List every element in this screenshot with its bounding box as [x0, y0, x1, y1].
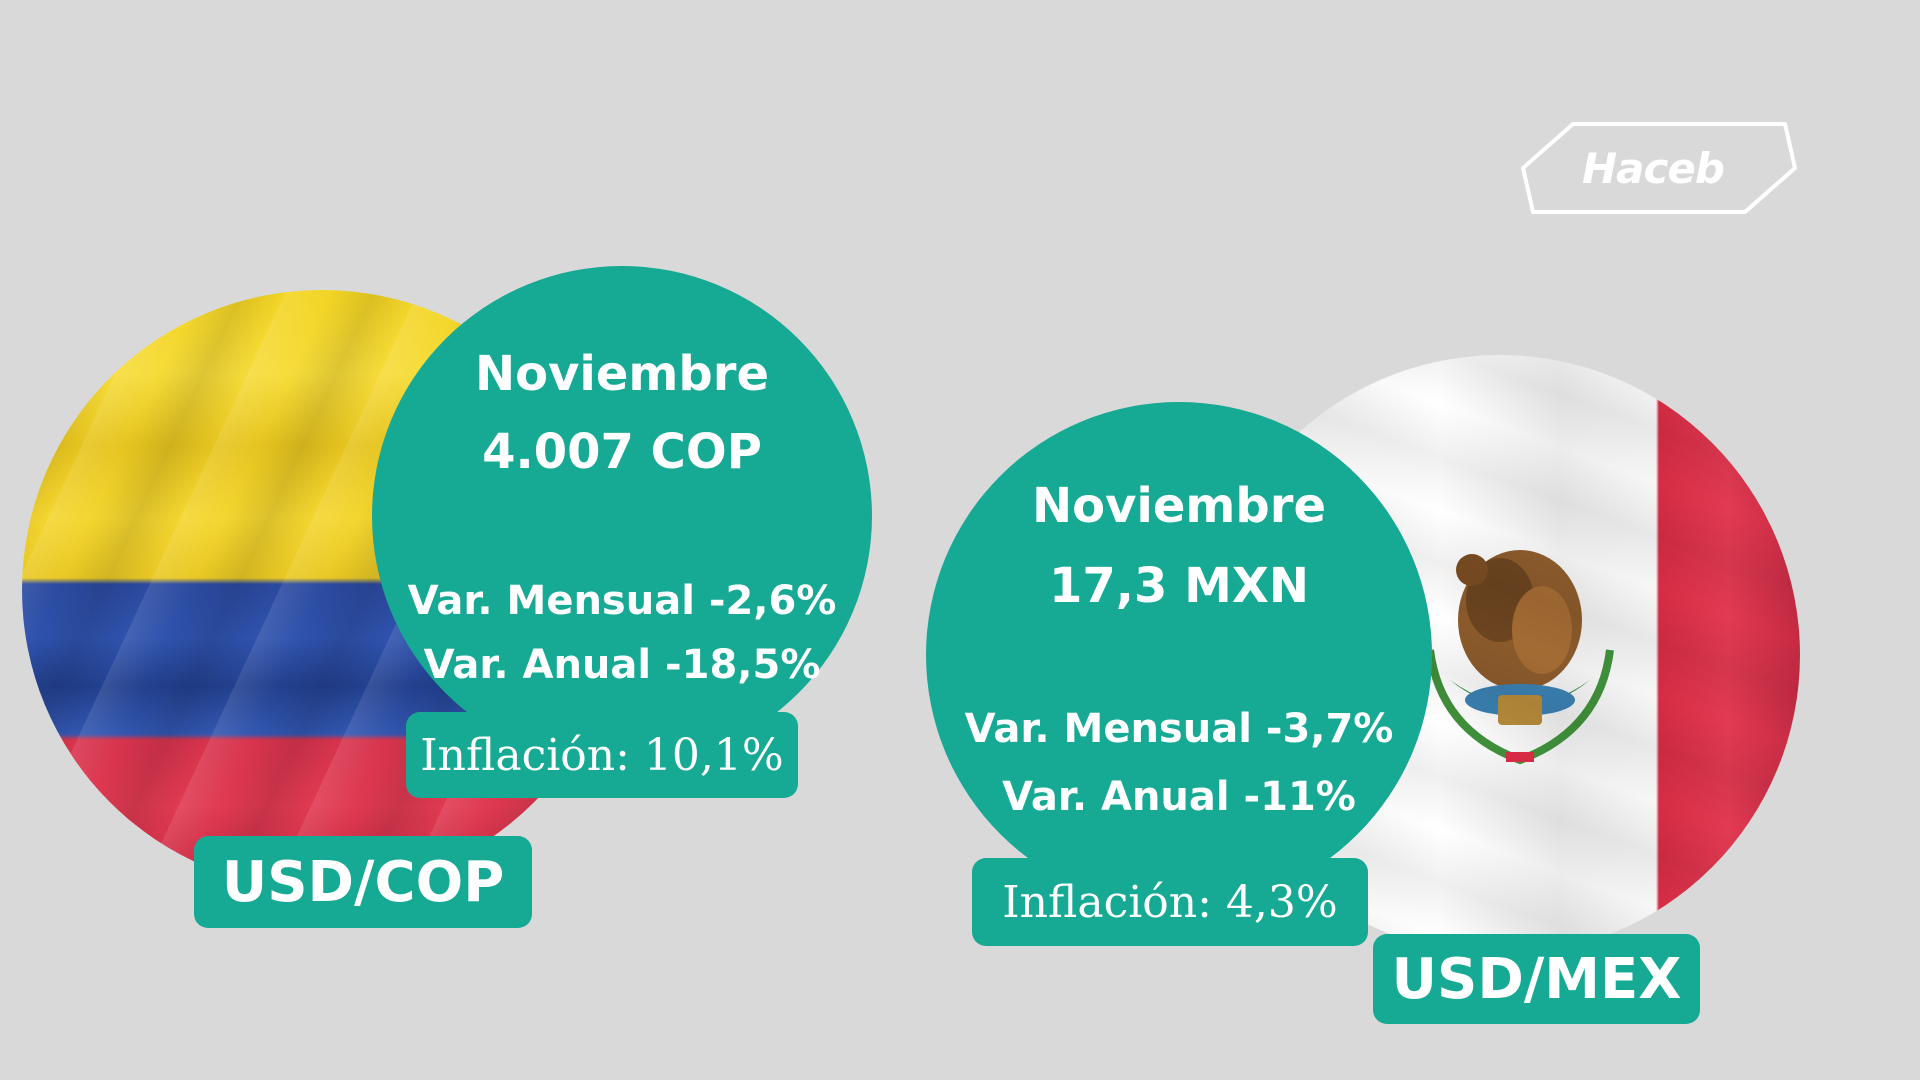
logo-diamond-icon	[1521, 122, 1797, 214]
mexico-rate-circle: Noviembre 17,3 MXN Var. Mensual -3,7% Va…	[926, 402, 1432, 908]
colombia-rate-circle: Noviembre 4.007 COP Var. Mensual -2,6% V…	[372, 266, 872, 766]
mexico-monthly-variation: Var. Mensual -3,7%	[964, 706, 1394, 752]
mexico-month: Noviembre	[1031, 478, 1327, 534]
mexico-pair-label: USD/MEX	[1373, 934, 1700, 1024]
colombia-month: Noviembre	[474, 346, 770, 402]
colombia-annual-variation: Var. Anual -18,5%	[423, 642, 821, 688]
logo-text: Haceb	[1582, 143, 1725, 193]
colombia-monthly-variation: Var. Mensual -2,6%	[407, 578, 837, 624]
mexico-inflation-badge: Inflación: 4,3%	[972, 858, 1368, 946]
colombia-rate: 4.007 COP	[482, 424, 762, 480]
colombia-pair-label: USD/COP	[194, 836, 532, 928]
mexico-annual-variation: Var. Anual -11%	[1002, 774, 1356, 820]
eagle-emblem-icon	[1426, 550, 1614, 765]
colombia-inflation-badge: Inflación: 10,1%	[406, 712, 798, 798]
mexico-rate: 17,3 MXN	[1048, 558, 1310, 614]
haceb-logo: Haceb	[1505, 118, 1801, 218]
